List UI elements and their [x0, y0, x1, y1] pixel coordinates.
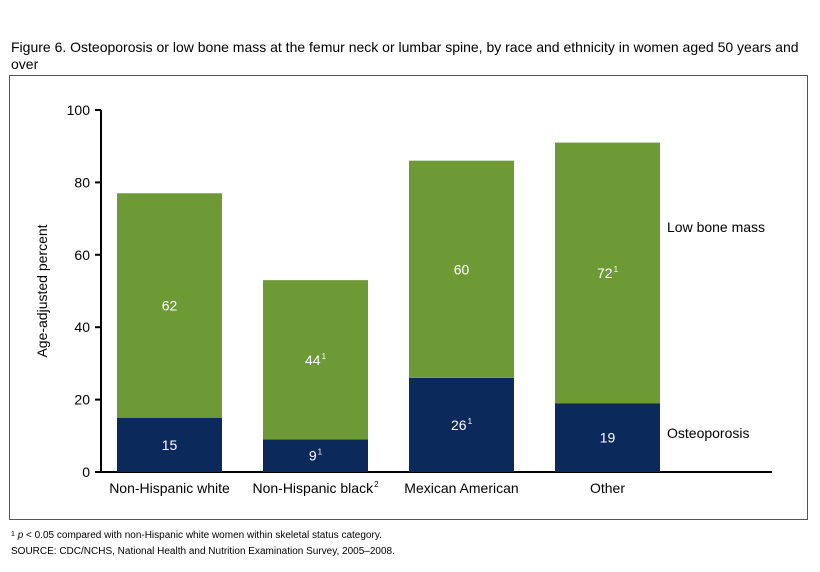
- bar-value-label: 19: [600, 430, 616, 446]
- x-category-label: Non-Hispanic white: [109, 480, 230, 496]
- x-category-label: Other: [590, 480, 625, 496]
- y-tick-label: 100: [67, 102, 91, 118]
- y-tick-label: 80: [74, 174, 90, 190]
- footnote-text: < 0.05 compared with non-Hispanic white …: [23, 530, 382, 541]
- bar-value-label: 441: [305, 352, 327, 368]
- y-tick-label: 0: [82, 464, 90, 480]
- bar-low-bone-mass: [263, 280, 368, 440]
- legend-osteoporosis: Osteoporosis: [667, 425, 749, 441]
- bar-value-label: 721: [597, 265, 619, 281]
- footnote-marker: 1: [11, 531, 15, 538]
- source-note: SOURCE: CDC/NCHS, National Health and Nu…: [11, 546, 395, 557]
- bar-value-label: 62: [162, 297, 178, 313]
- chart-panel: 0 20 40 60 80 100 Age-adjusted percent 15 62 Non-…: [9, 75, 808, 520]
- bar-value-label: 91: [309, 448, 323, 464]
- bar-low-bone-mass: [117, 193, 222, 418]
- bar-value-label: 60: [454, 261, 470, 277]
- bar-osteoporosis: [263, 439, 368, 472]
- bar-value-label: 15: [162, 437, 178, 453]
- bar-osteoporosis: [555, 403, 660, 472]
- legend-low-bone-mass: Low bone mass: [667, 219, 765, 235]
- bar-osteoporosis: [409, 377, 514, 472]
- chart-title: Figure 6. Osteoporosis or low bone mass …: [11, 39, 799, 72]
- y-tick-label: 60: [74, 247, 90, 263]
- footnote-p: p: [17, 530, 24, 541]
- bar-low-bone-mass: [555, 142, 660, 404]
- bar-value-label: 261: [451, 417, 473, 433]
- footnote: 1 p < 0.05 compared with non-Hispanic wh…: [11, 530, 382, 542]
- bar-low-bone-mass: [409, 160, 514, 378]
- bar-osteoporosis: [117, 417, 222, 472]
- y-tick-label: 20: [74, 392, 90, 408]
- y-tick-label: 40: [74, 319, 90, 335]
- y-axis-label: Age-adjusted percent: [34, 224, 50, 357]
- x-category-label: Non-Hispanic black2: [252, 480, 379, 496]
- x-category-label: Mexican American: [404, 480, 518, 496]
- bar-chart: 0 20 40 60 80 100 Age-adjusted percent 15 62 Non-…: [34, 102, 772, 496]
